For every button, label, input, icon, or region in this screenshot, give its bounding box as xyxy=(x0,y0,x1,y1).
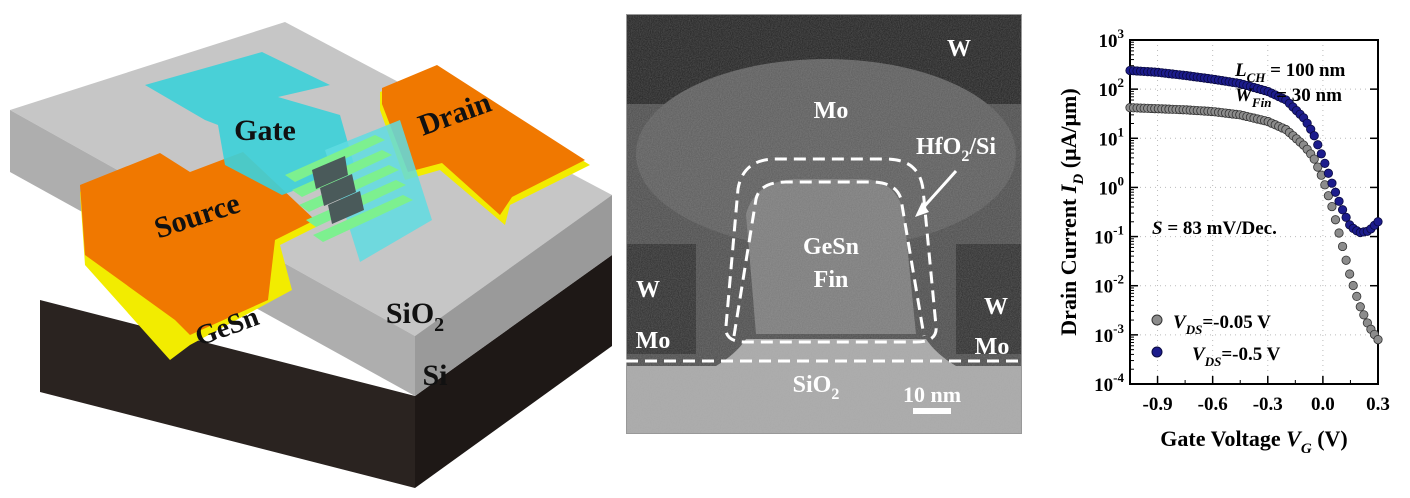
fin-array xyxy=(285,135,413,242)
tem-label-w-right: W xyxy=(984,294,1008,320)
data-point xyxy=(1323,168,1333,178)
data-point xyxy=(1313,140,1323,150)
x-tick-label: 0.0 xyxy=(1311,394,1335,415)
si-label: Si xyxy=(422,359,447,392)
gate-label: Gate xyxy=(234,114,296,147)
x-axis-ticks: -0.9 -0.6 -0.3 0.0 0.3 xyxy=(1143,376,1390,415)
drain-pad xyxy=(382,65,585,215)
data-point xyxy=(1341,255,1351,265)
legend-label-series-2: VDS=-0.5 V xyxy=(1192,344,1281,369)
x-tick-label: -0.9 xyxy=(1143,394,1173,415)
legend-marker-series-2 xyxy=(1151,346,1163,358)
hfo2-arrowhead xyxy=(915,202,929,217)
data-point xyxy=(1327,178,1337,188)
substrate-front-face xyxy=(40,300,415,488)
sio2-label: SiO2 xyxy=(386,297,444,336)
hfo2-outline xyxy=(724,157,938,344)
data-point xyxy=(1355,302,1365,312)
series-2 xyxy=(1125,65,1383,238)
data-point xyxy=(1309,131,1319,141)
tem-label-mo-left: Mo xyxy=(636,328,671,354)
y-tick-label: 10-2 xyxy=(1094,272,1124,298)
y-tick-label: 10-1 xyxy=(1094,223,1124,249)
data-point xyxy=(1327,201,1337,212)
data-point xyxy=(1345,269,1355,279)
fin-outline xyxy=(732,180,926,337)
tem-label-mo-top: Mo xyxy=(814,98,849,124)
data-point xyxy=(1341,212,1351,222)
series-1 xyxy=(1125,103,1383,345)
data-point xyxy=(1330,215,1341,225)
data-point xyxy=(1373,335,1383,345)
tem-scale-label: 10 nm xyxy=(903,382,961,407)
data-point xyxy=(1359,310,1369,320)
tem-scale-bar xyxy=(913,408,951,414)
data-point xyxy=(1348,280,1358,291)
data-point xyxy=(1352,291,1362,302)
data-point xyxy=(1309,154,1319,164)
device-schematic: Gate Drain Source GeSn SiO2 Si xyxy=(10,22,612,488)
data-point xyxy=(1334,196,1344,206)
y-tick-label: 100 xyxy=(1099,173,1125,199)
data-point xyxy=(1334,228,1344,238)
tem-label-fin: Fin xyxy=(814,267,849,293)
tem-label-mo-right: Mo xyxy=(975,334,1010,360)
series-layer xyxy=(1125,65,1383,345)
hfo2-arrow xyxy=(919,169,958,212)
tem-label-gesn: GeSn xyxy=(803,234,859,260)
tem-label-hfo2: HfO2/Si xyxy=(916,134,996,165)
data-point xyxy=(1337,205,1348,215)
data-point xyxy=(1320,158,1330,168)
y-axis-label: Drain Current ID (μA/μm) xyxy=(1056,88,1087,335)
plot-frame xyxy=(1129,39,1379,385)
tem-cross-section: W Mo HfO2/Si GeSn Fin W W Mo Mo SiO2 10 … xyxy=(626,14,1022,434)
gate-electrode xyxy=(145,52,355,195)
data-point xyxy=(1313,162,1323,172)
tem-label-sio2: SiO2 xyxy=(793,372,840,403)
data-point xyxy=(1316,149,1326,159)
y-tick-label: 10-3 xyxy=(1094,321,1124,347)
legend-label-series-1: VDS=-0.05 V xyxy=(1173,312,1271,337)
data-point xyxy=(1373,217,1383,227)
x-axis-label: Gate Voltage VG (V) xyxy=(1160,426,1347,457)
x-tick-label: 0.3 xyxy=(1366,394,1390,415)
tem-label-w-top: W xyxy=(947,36,971,62)
y-tick-label: 102 xyxy=(1099,75,1125,101)
y-tick-label: 10-4 xyxy=(1094,370,1124,396)
annotation-lch: LCH = 100 nm xyxy=(1234,60,1346,85)
x-tick-label: -0.3 xyxy=(1253,394,1283,415)
y-axis-ticks: 10-4 10-3 10-2 10-1 100 101 102 103 xyxy=(1094,26,1378,396)
annotation-subthreshold-swing: S = 83 mV/Dec. xyxy=(1152,218,1277,239)
y-tick-label: 103 xyxy=(1099,26,1125,52)
tem-label-w-left: W xyxy=(636,277,660,303)
substrate-right-face xyxy=(415,255,612,488)
data-point xyxy=(1330,187,1341,197)
y-tick-label: 101 xyxy=(1099,124,1125,150)
source-pad xyxy=(80,152,315,335)
annotation-wfin: WFin = 30 nm xyxy=(1235,85,1342,110)
oxide-right-face xyxy=(415,195,612,396)
data-point xyxy=(1337,241,1348,252)
x-tick-label: -0.6 xyxy=(1198,394,1228,415)
legend-marker-series-1 xyxy=(1151,314,1163,326)
